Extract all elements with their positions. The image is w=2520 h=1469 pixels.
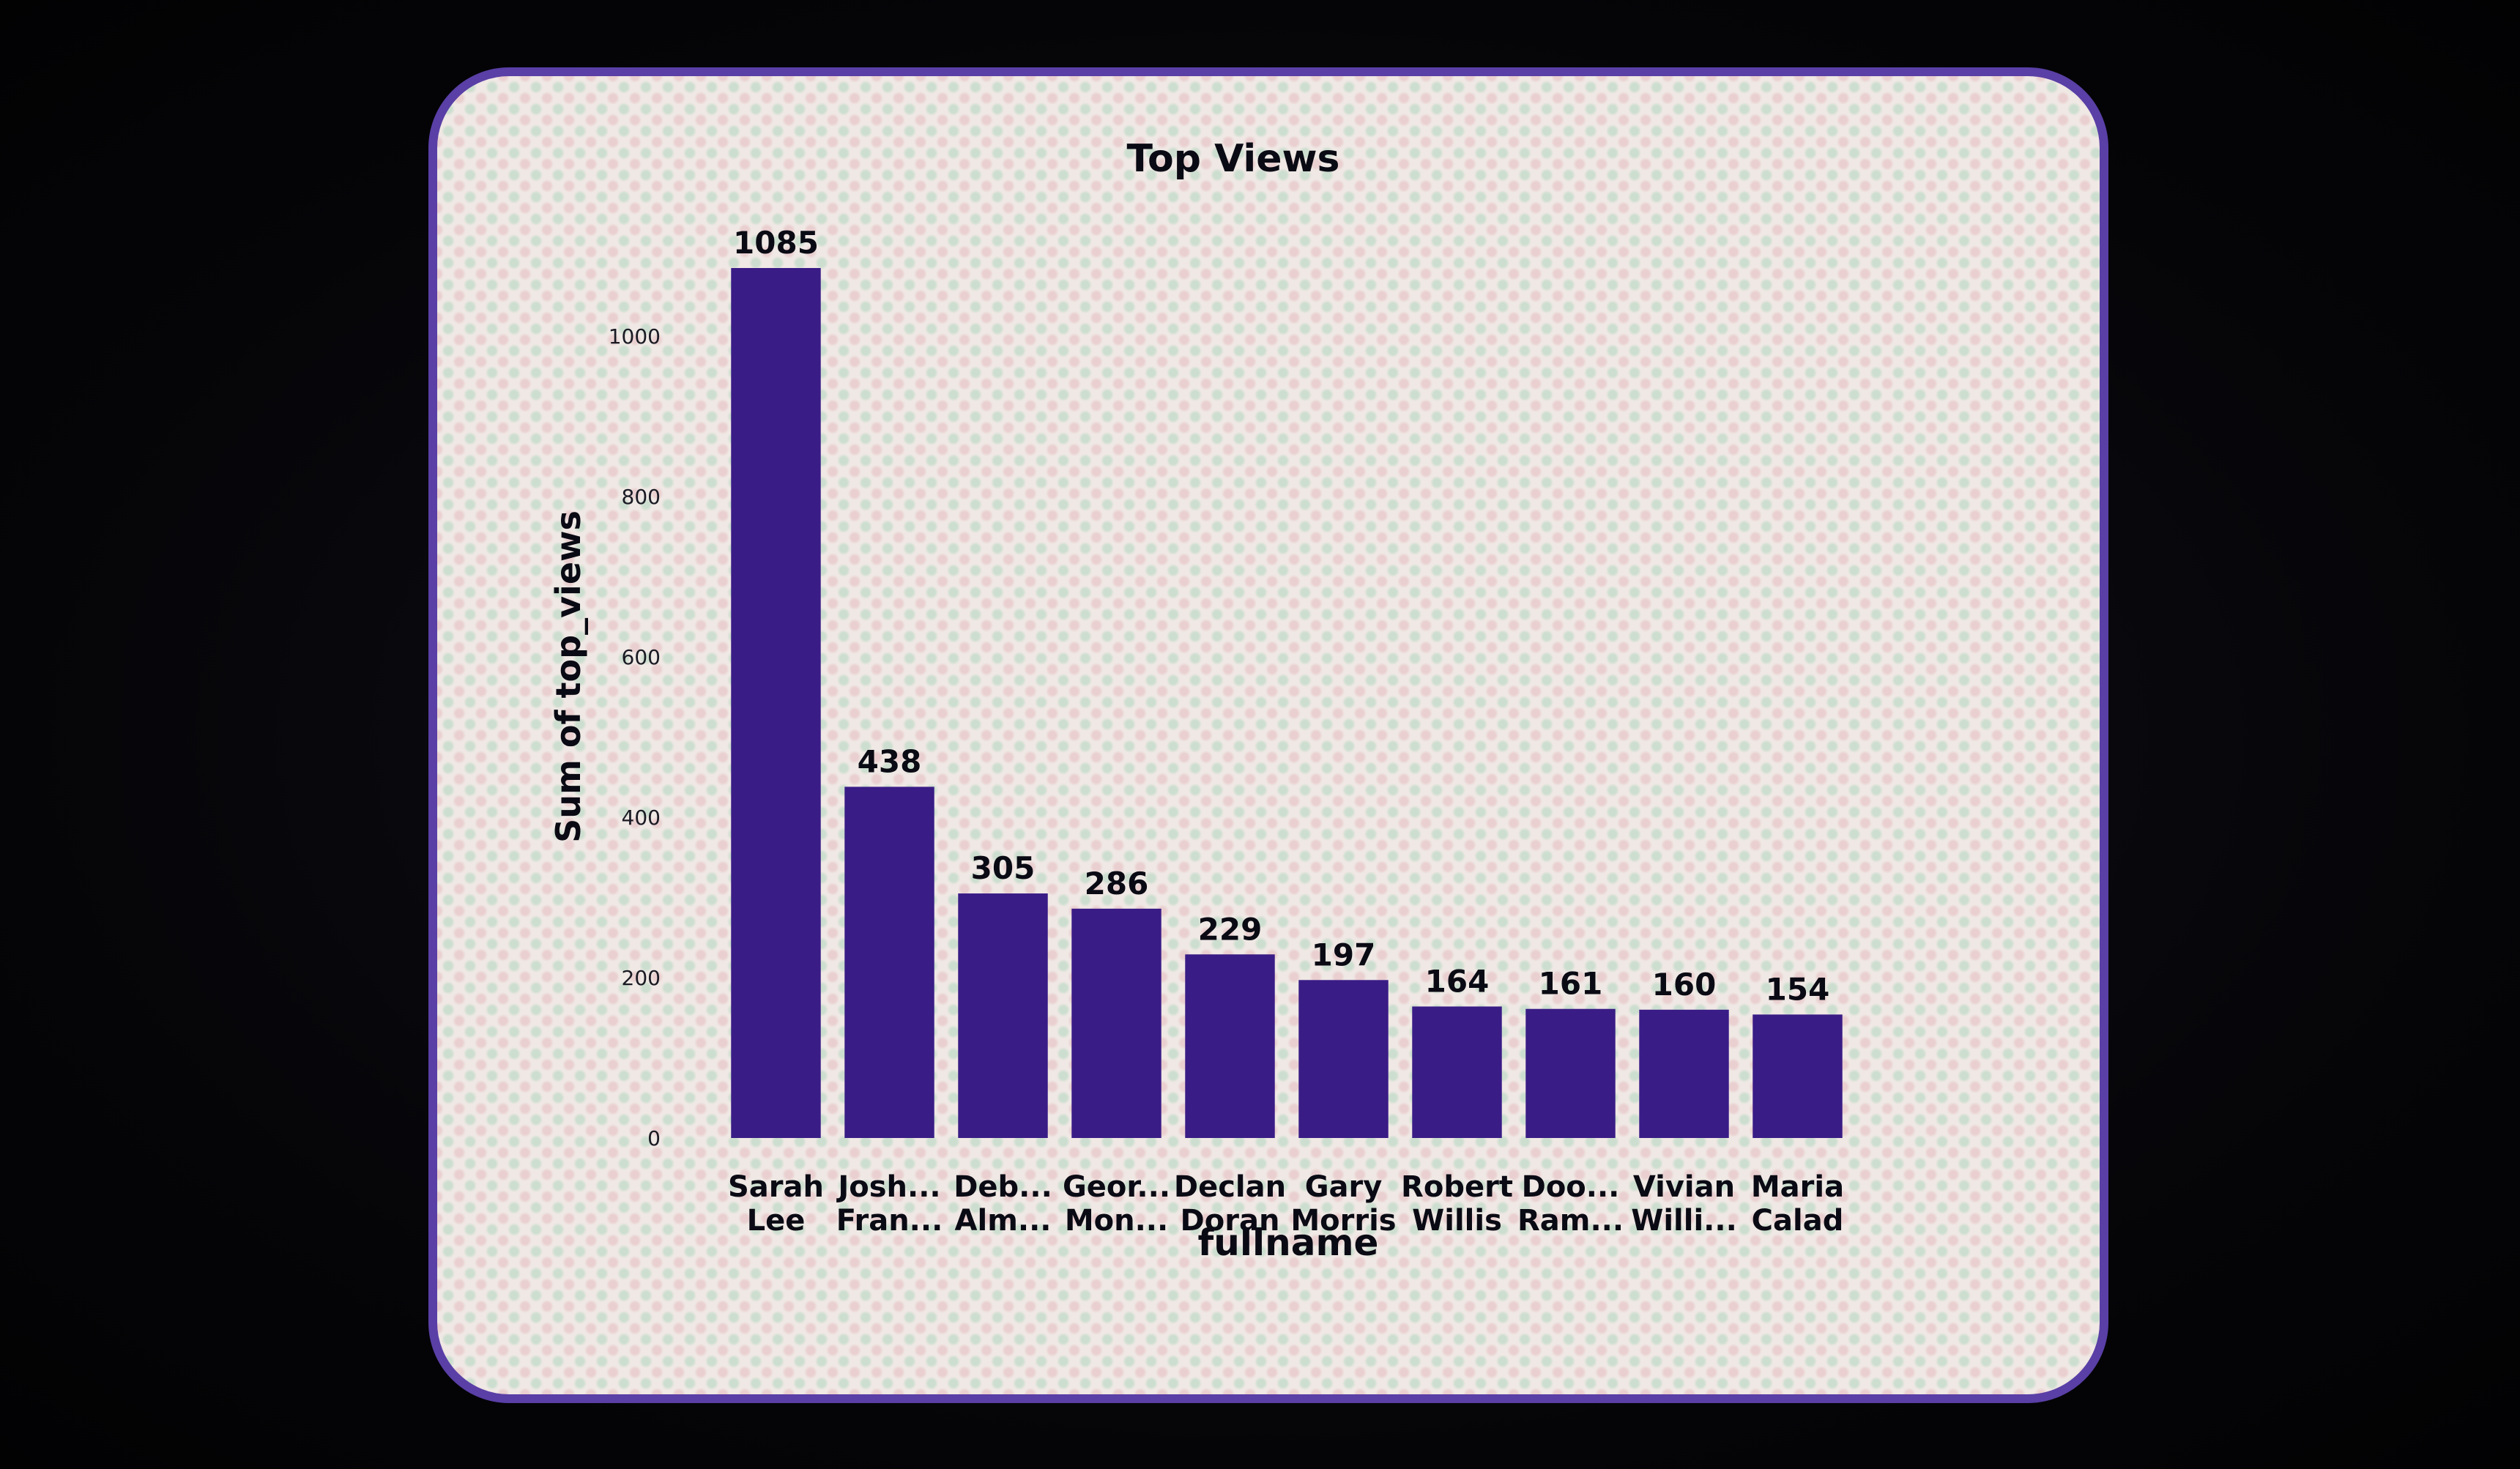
bar — [731, 268, 821, 1138]
x-tick-label: Geor... Mon... — [1063, 1170, 1170, 1238]
data-label: 160 — [1652, 967, 1717, 1003]
y-axis-ticks: 0 200 400 600 800 1000 — [609, 324, 661, 1150]
y-tick-label: 200 — [622, 966, 661, 990]
x-tick-label: Deb... Alm... — [954, 1170, 1052, 1238]
y-tick-label: 400 — [622, 806, 661, 830]
chart-title: Top Views — [1126, 137, 1339, 181]
x-tick-label: Vivian Willi... — [1631, 1170, 1737, 1238]
x-tick-label: Declan Doran — [1174, 1170, 1286, 1238]
bar — [1639, 1009, 1729, 1138]
bar — [1412, 1006, 1502, 1138]
y-tick-label: 600 — [622, 645, 661, 669]
bar — [1298, 980, 1389, 1138]
bar — [1753, 1014, 1843, 1138]
x-tick-label: Maria Calad — [1751, 1170, 1844, 1238]
bar-chart: Top Views Sum of top_views fullname 0 200… — [549, 137, 1844, 1264]
bar — [958, 893, 1048, 1138]
data-label: 161 — [1539, 966, 1603, 1002]
bar — [1525, 1008, 1616, 1138]
x-tick-label: Robert Willis — [1401, 1170, 1513, 1238]
data-labels: 1085 438 305 286 229 197 164 161 160 154 — [733, 225, 1829, 1007]
x-tick-label: Doo... Ram... — [1517, 1170, 1624, 1238]
data-label: 1085 — [733, 225, 819, 261]
data-label: 305 — [971, 850, 1036, 886]
x-axis-title: fullname — [1198, 1221, 1379, 1264]
chart-card: Top Views Sum of top_views fullname 0 200… — [428, 67, 2108, 1403]
data-label: 197 — [1312, 937, 1376, 972]
x-tick-label: Josh... Fran... — [836, 1170, 943, 1238]
bar — [1185, 954, 1275, 1138]
bar — [1071, 908, 1161, 1138]
bars — [731, 268, 1843, 1138]
data-label: 164 — [1425, 963, 1490, 999]
x-tick-label: Gary Morris — [1290, 1170, 1396, 1238]
x-tick-label: Sarah Lee — [728, 1170, 824, 1238]
y-axis-title: Sum of top_views — [549, 510, 588, 843]
data-label: 229 — [1198, 911, 1263, 947]
data-label: 438 — [858, 743, 922, 779]
y-tick-label: 1000 — [609, 324, 661, 349]
y-tick-label: 0 — [647, 1126, 661, 1150]
bar — [844, 786, 934, 1138]
data-label: 286 — [1085, 866, 1149, 901]
y-tick-label: 800 — [622, 485, 661, 509]
data-label: 154 — [1766, 971, 1830, 1007]
